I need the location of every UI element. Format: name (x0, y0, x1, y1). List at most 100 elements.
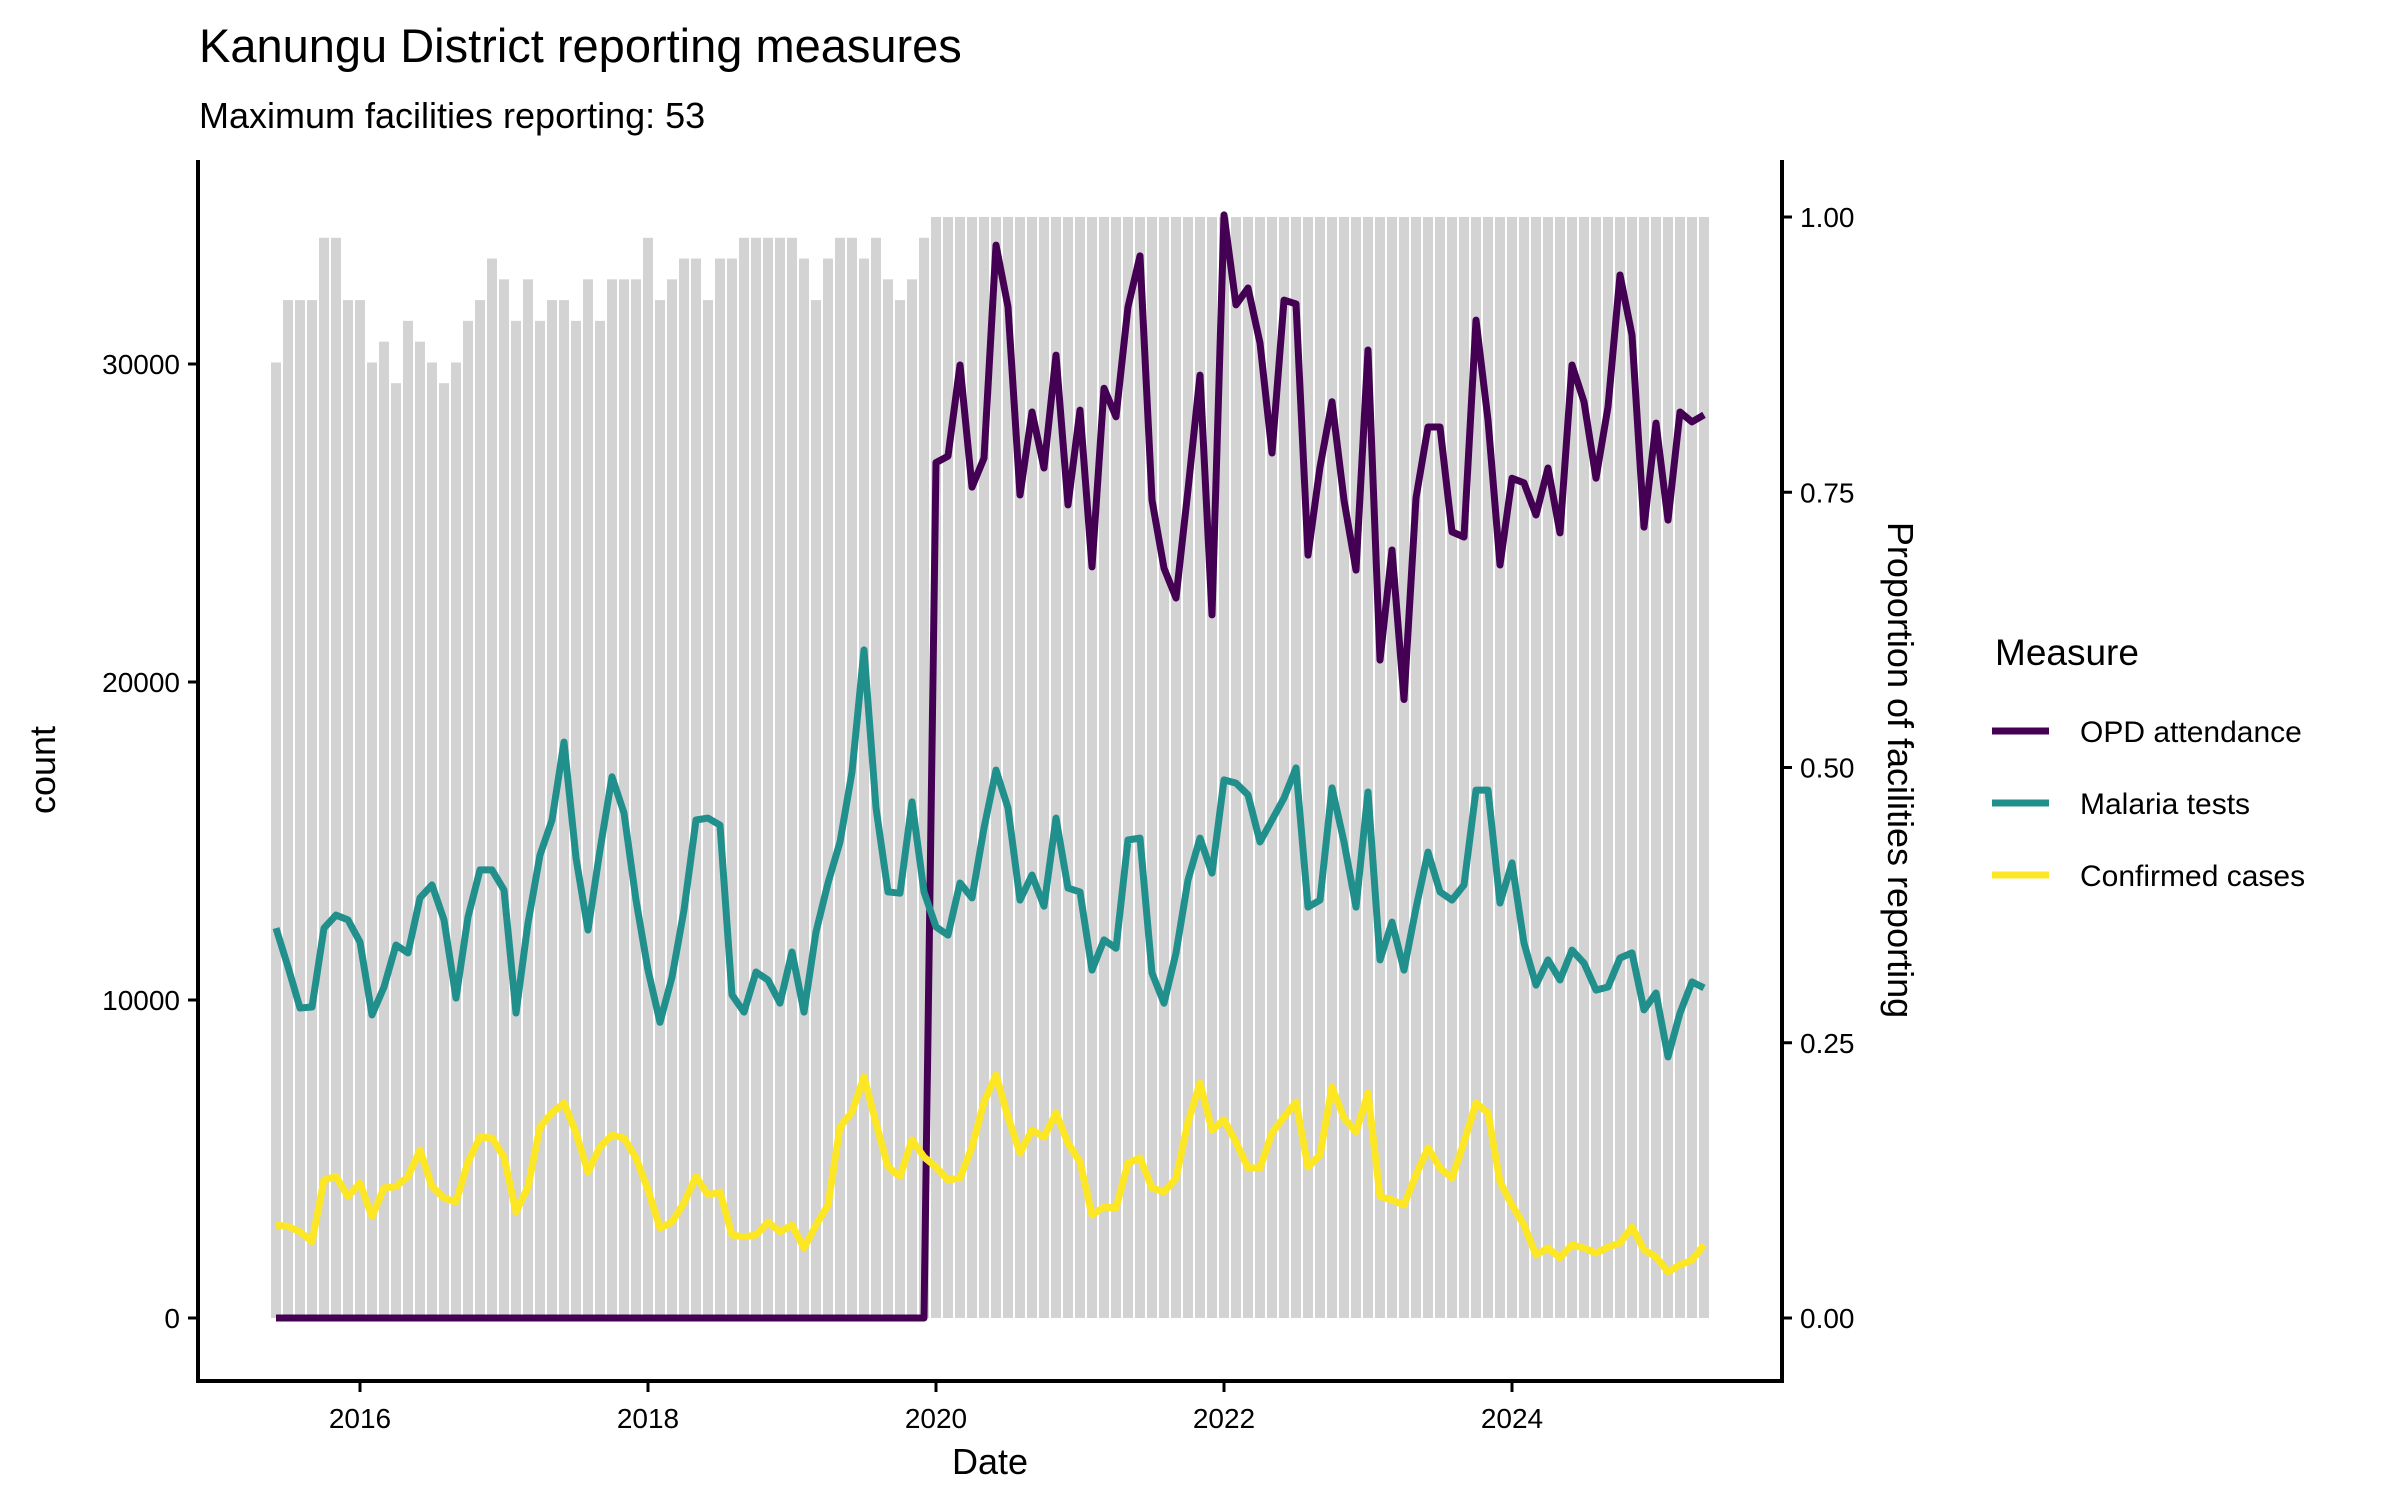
facility-bar (895, 300, 905, 1318)
facility-bar (571, 320, 581, 1318)
facility-bar (1339, 217, 1349, 1318)
facility-bar (1543, 217, 1553, 1318)
facility-bar (271, 362, 281, 1318)
y-tick-label: 10000 (102, 985, 180, 1016)
facility-bar (1231, 217, 1241, 1318)
facility-bar (367, 362, 377, 1318)
facility-bar (379, 341, 389, 1319)
facility-bar (859, 258, 869, 1319)
facility-bar (487, 258, 497, 1319)
facility-bar (1039, 217, 1049, 1318)
facility-bar (559, 300, 569, 1318)
facility-bar (595, 320, 605, 1318)
facility-bar (1219, 217, 1229, 1318)
x-tick-label: 2022 (1193, 1403, 1255, 1434)
series-lines (272, 211, 1707, 1322)
facility-bar (1519, 217, 1529, 1318)
facility-bar (703, 300, 713, 1318)
facility-bar (463, 320, 473, 1318)
facility-bar (415, 341, 425, 1319)
facility-bar (643, 237, 653, 1319)
facility-bar (1591, 217, 1601, 1318)
facility-bar (319, 237, 329, 1319)
y-tick-label: 0 (164, 1303, 180, 1334)
facility-bar (931, 217, 941, 1318)
facility-bar (1051, 217, 1061, 1318)
legend-title: Measure (1995, 632, 2139, 673)
facility-bar (679, 258, 689, 1319)
facility-bar (739, 237, 749, 1319)
legend-label: OPD attendance (2080, 716, 2302, 749)
facility-bar (1567, 217, 1577, 1318)
chart-subtitle: Maximum facilities reporting: 53 (199, 95, 705, 136)
facility-bar (1267, 217, 1277, 1318)
series-line-confirmed-cases (275, 1071, 1707, 1276)
facility-bar (1615, 217, 1625, 1318)
facility-bar (1111, 217, 1121, 1318)
facility-bar (979, 217, 989, 1318)
facility-bar (1123, 217, 1133, 1318)
facility-bar (727, 258, 737, 1319)
facility-bar (1003, 217, 1013, 1318)
facility-bar (1195, 217, 1205, 1318)
legend-label: Malaria tests (2080, 788, 2250, 821)
facility-bar (499, 279, 509, 1318)
facility-bar (1495, 217, 1505, 1318)
facility-bar (1303, 217, 1313, 1318)
facility-bar (355, 300, 365, 1318)
facility-bar (439, 383, 449, 1318)
y-tick-label: 30000 (102, 349, 180, 380)
facility-bar (331, 237, 341, 1319)
facility-bar (1663, 217, 1673, 1318)
facility-bar (1135, 217, 1145, 1318)
series-line-opd-attendance (276, 211, 1706, 1322)
facility-bar (1483, 217, 1493, 1318)
facility-bar (1699, 217, 1709, 1318)
facility-bar (715, 258, 725, 1319)
facility-bar (1327, 217, 1337, 1318)
facility-bar (1447, 217, 1457, 1318)
facility-bar (295, 300, 305, 1318)
facility-bar (667, 279, 677, 1318)
facility-bar (511, 320, 521, 1318)
facility-bar (535, 320, 545, 1318)
facility-bar (655, 300, 665, 1318)
facility-bar (631, 279, 641, 1318)
facility-bar (1687, 217, 1697, 1318)
facility-bar (1435, 217, 1445, 1318)
facility-bar (1675, 217, 1685, 1318)
y2-axis-title: Proportion of facilities reporting (1880, 522, 1921, 1018)
facility-bar (1651, 217, 1661, 1318)
facility-bars (271, 217, 1709, 1319)
facility-bar (1471, 217, 1481, 1318)
x-tick-label: 2024 (1481, 1403, 1543, 1434)
right-axis-ticks: 0.00 0.25 0.50 0.75 1.00 (1782, 202, 1855, 1334)
facility-bar (1315, 217, 1325, 1318)
facility-bar (919, 237, 929, 1319)
facility-bar (1147, 217, 1157, 1318)
facility-bar (751, 237, 761, 1319)
y2-tick-label: 0.75 (1800, 477, 1855, 508)
series-line-malaria-tests (272, 646, 1706, 1061)
y2-tick-label: 0.00 (1800, 1303, 1855, 1334)
facility-bar (883, 279, 893, 1318)
left-axis-ticks: 0 10000 20000 30000 (102, 349, 198, 1334)
facility-bar (799, 258, 809, 1319)
facility-bar (1279, 217, 1289, 1318)
y2-tick-label: 0.25 (1800, 1028, 1855, 1059)
facility-bar (391, 383, 401, 1318)
facility-bar (1423, 217, 1433, 1318)
legend: Measure OPD attendance Malaria tests Confi… (1992, 632, 2305, 893)
facility-bar (475, 300, 485, 1318)
facility-bar (1411, 217, 1421, 1318)
x-axis-ticks: 2016 2018 2020 2022 2024 (329, 1381, 1543, 1434)
facility-bar (1399, 217, 1409, 1318)
chart-title: Kanungu District reporting measures (199, 19, 962, 72)
facility-bar (451, 362, 461, 1318)
facility-bar (283, 300, 293, 1318)
facility-bar (775, 237, 785, 1319)
y-tick-label: 20000 (102, 667, 180, 698)
legend-item: Confirmed cases (1992, 860, 2305, 893)
facility-bar (619, 279, 629, 1318)
